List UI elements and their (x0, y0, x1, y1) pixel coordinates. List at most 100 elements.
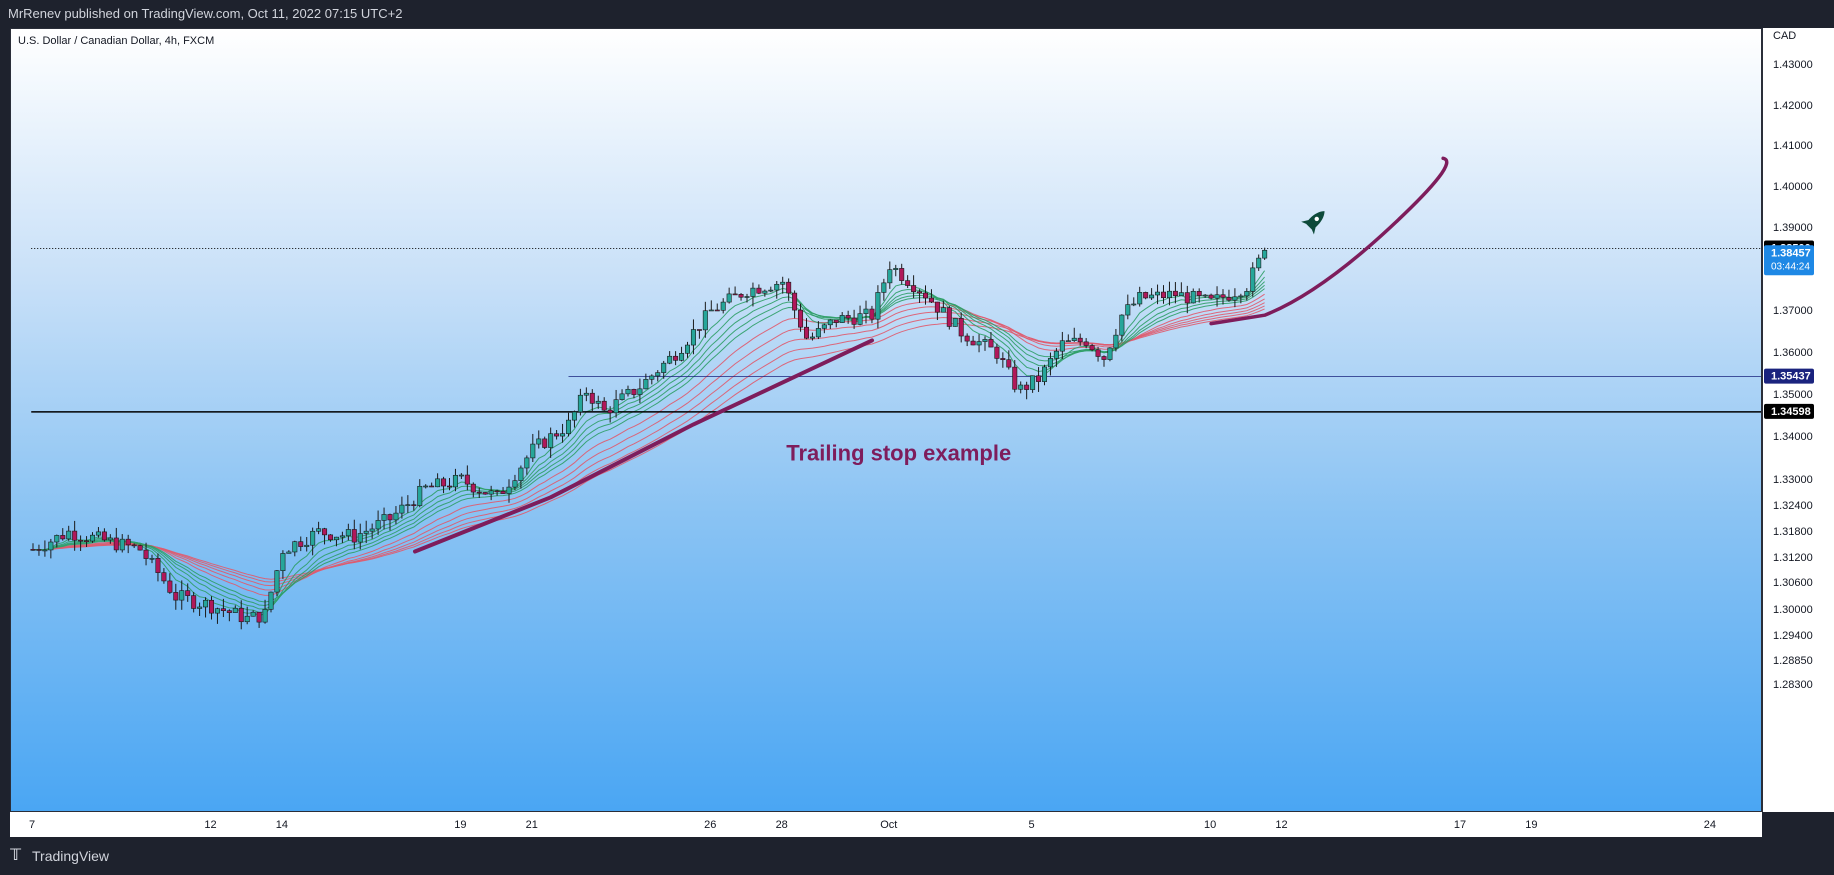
candle-body (322, 528, 328, 536)
candle (952, 318, 958, 327)
candle (220, 598, 226, 618)
candle-body (726, 293, 732, 303)
candle-body (262, 608, 268, 623)
candle-body (542, 438, 548, 448)
countdown-text: 03:44:24 (1771, 261, 1810, 272)
candle (345, 523, 351, 541)
candle-body (1178, 292, 1184, 297)
candle (101, 528, 107, 542)
price-tick: 1.42000 (1773, 100, 1813, 112)
candle-body (464, 474, 470, 485)
candle (244, 606, 250, 625)
candle (429, 482, 435, 488)
published-text: MrRenev published on TradingView.com, Oc… (8, 6, 403, 21)
price-axis[interactable]: 1.430001.420001.410001.400001.390001.380… (1762, 28, 1834, 812)
candle-body (637, 388, 643, 395)
candle (381, 507, 387, 530)
candle-body (1024, 384, 1030, 390)
candle (803, 318, 809, 340)
brand-name[interactable]: TradingView (32, 848, 110, 864)
candle (595, 395, 601, 409)
candle (1047, 352, 1053, 376)
time-tick: Oct (880, 819, 897, 831)
candle-body (970, 340, 976, 346)
candle-body (845, 315, 851, 319)
candle-body (875, 292, 881, 320)
candle-body (143, 549, 149, 559)
candle-body (185, 590, 191, 596)
candle-body (357, 533, 363, 543)
candle (191, 591, 197, 613)
candle-body (72, 530, 78, 541)
chart-pane[interactable]: U.S. Dollar / Canadian Dollar, 4h, FXCM … (10, 28, 1762, 812)
candle-body (863, 308, 869, 314)
candle (1036, 367, 1042, 392)
candle-body (619, 393, 625, 400)
candle (690, 319, 696, 355)
candle (399, 496, 405, 519)
published-header: MrRenev published on TradingView.com, Oc… (0, 0, 1834, 28)
candle-body (1196, 290, 1202, 296)
candle (1059, 331, 1065, 360)
candle-body (631, 388, 637, 395)
price-tick: 1.31200 (1773, 552, 1813, 564)
price-tick: 1.31800 (1773, 526, 1813, 538)
candle-body (1095, 349, 1101, 357)
candle-body (1244, 291, 1250, 297)
candle-body (589, 392, 595, 404)
price-tick: 1.37000 (1773, 305, 1813, 317)
candle (60, 528, 66, 541)
candle-body (815, 328, 821, 338)
candle (125, 534, 131, 554)
ema-line-slow-1 (33, 293, 1265, 596)
candle (500, 487, 506, 494)
candle (1119, 314, 1125, 342)
candle (625, 385, 631, 397)
candle (1113, 328, 1119, 352)
price-tick: 1.36000 (1773, 347, 1813, 359)
candle-body (48, 541, 54, 551)
projected-trail-curve (1209, 156, 1449, 326)
candle-body (792, 292, 798, 311)
candle-body (226, 610, 232, 613)
candle (452, 468, 458, 492)
candle (905, 275, 911, 289)
candle-body (988, 339, 994, 348)
candle-body (679, 352, 685, 361)
tradingview-logo-icon[interactable]: 𝕋 (10, 847, 22, 864)
price-label-text: 1.38457 (1771, 247, 1811, 259)
candle (1220, 289, 1226, 305)
candle (970, 335, 976, 346)
candle-body (922, 292, 928, 299)
candle (863, 300, 869, 324)
candle-body (1083, 341, 1089, 346)
candle-body (661, 362, 667, 373)
candle (470, 482, 476, 498)
candle-body (60, 535, 66, 540)
candle (661, 360, 667, 379)
ema-line-fast-2 (32, 276, 1265, 614)
candle-body (952, 318, 958, 327)
candle-body (720, 301, 726, 311)
candle-body (101, 531, 107, 541)
candle-body (857, 313, 863, 325)
candle-body (613, 399, 619, 414)
candle-body (327, 534, 333, 541)
candle-body (310, 530, 316, 546)
candle-body (488, 490, 494, 495)
candle (601, 397, 607, 412)
candle (375, 510, 381, 535)
candle (387, 513, 393, 531)
candle (232, 605, 238, 613)
time-axis[interactable]: 7121419212628Oct510121719242628Nov (10, 812, 1762, 837)
candle (696, 329, 702, 339)
candle-body (197, 606, 203, 609)
candle (673, 351, 679, 366)
candle (613, 389, 619, 418)
candle-body (268, 591, 274, 610)
chart-svg[interactable]: Trailing stop example (11, 29, 1762, 812)
candle-body (375, 520, 381, 530)
candle (155, 553, 161, 582)
candle-body (1047, 358, 1053, 368)
candle (714, 303, 720, 312)
